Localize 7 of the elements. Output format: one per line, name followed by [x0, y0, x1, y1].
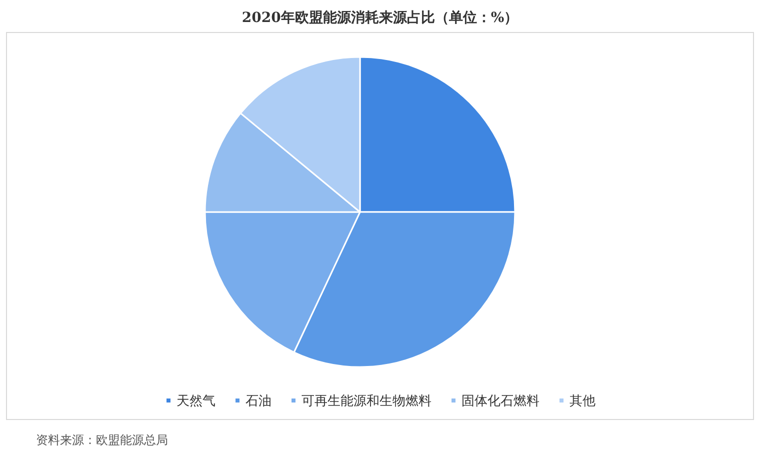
chart-title: 2020年欧盟能源消耗来源占比（单位：%）: [242, 10, 518, 26]
legend-label: 天然气: [176, 393, 216, 408]
legend-label: 可再生能源和生物燃料: [302, 393, 432, 408]
legend-label: 其他: [570, 393, 596, 408]
legend-label: 石油: [246, 393, 272, 408]
legend-label: 固体化石燃料: [462, 393, 540, 408]
text: 资料来源：欧盟能源总局: [36, 432, 168, 449]
